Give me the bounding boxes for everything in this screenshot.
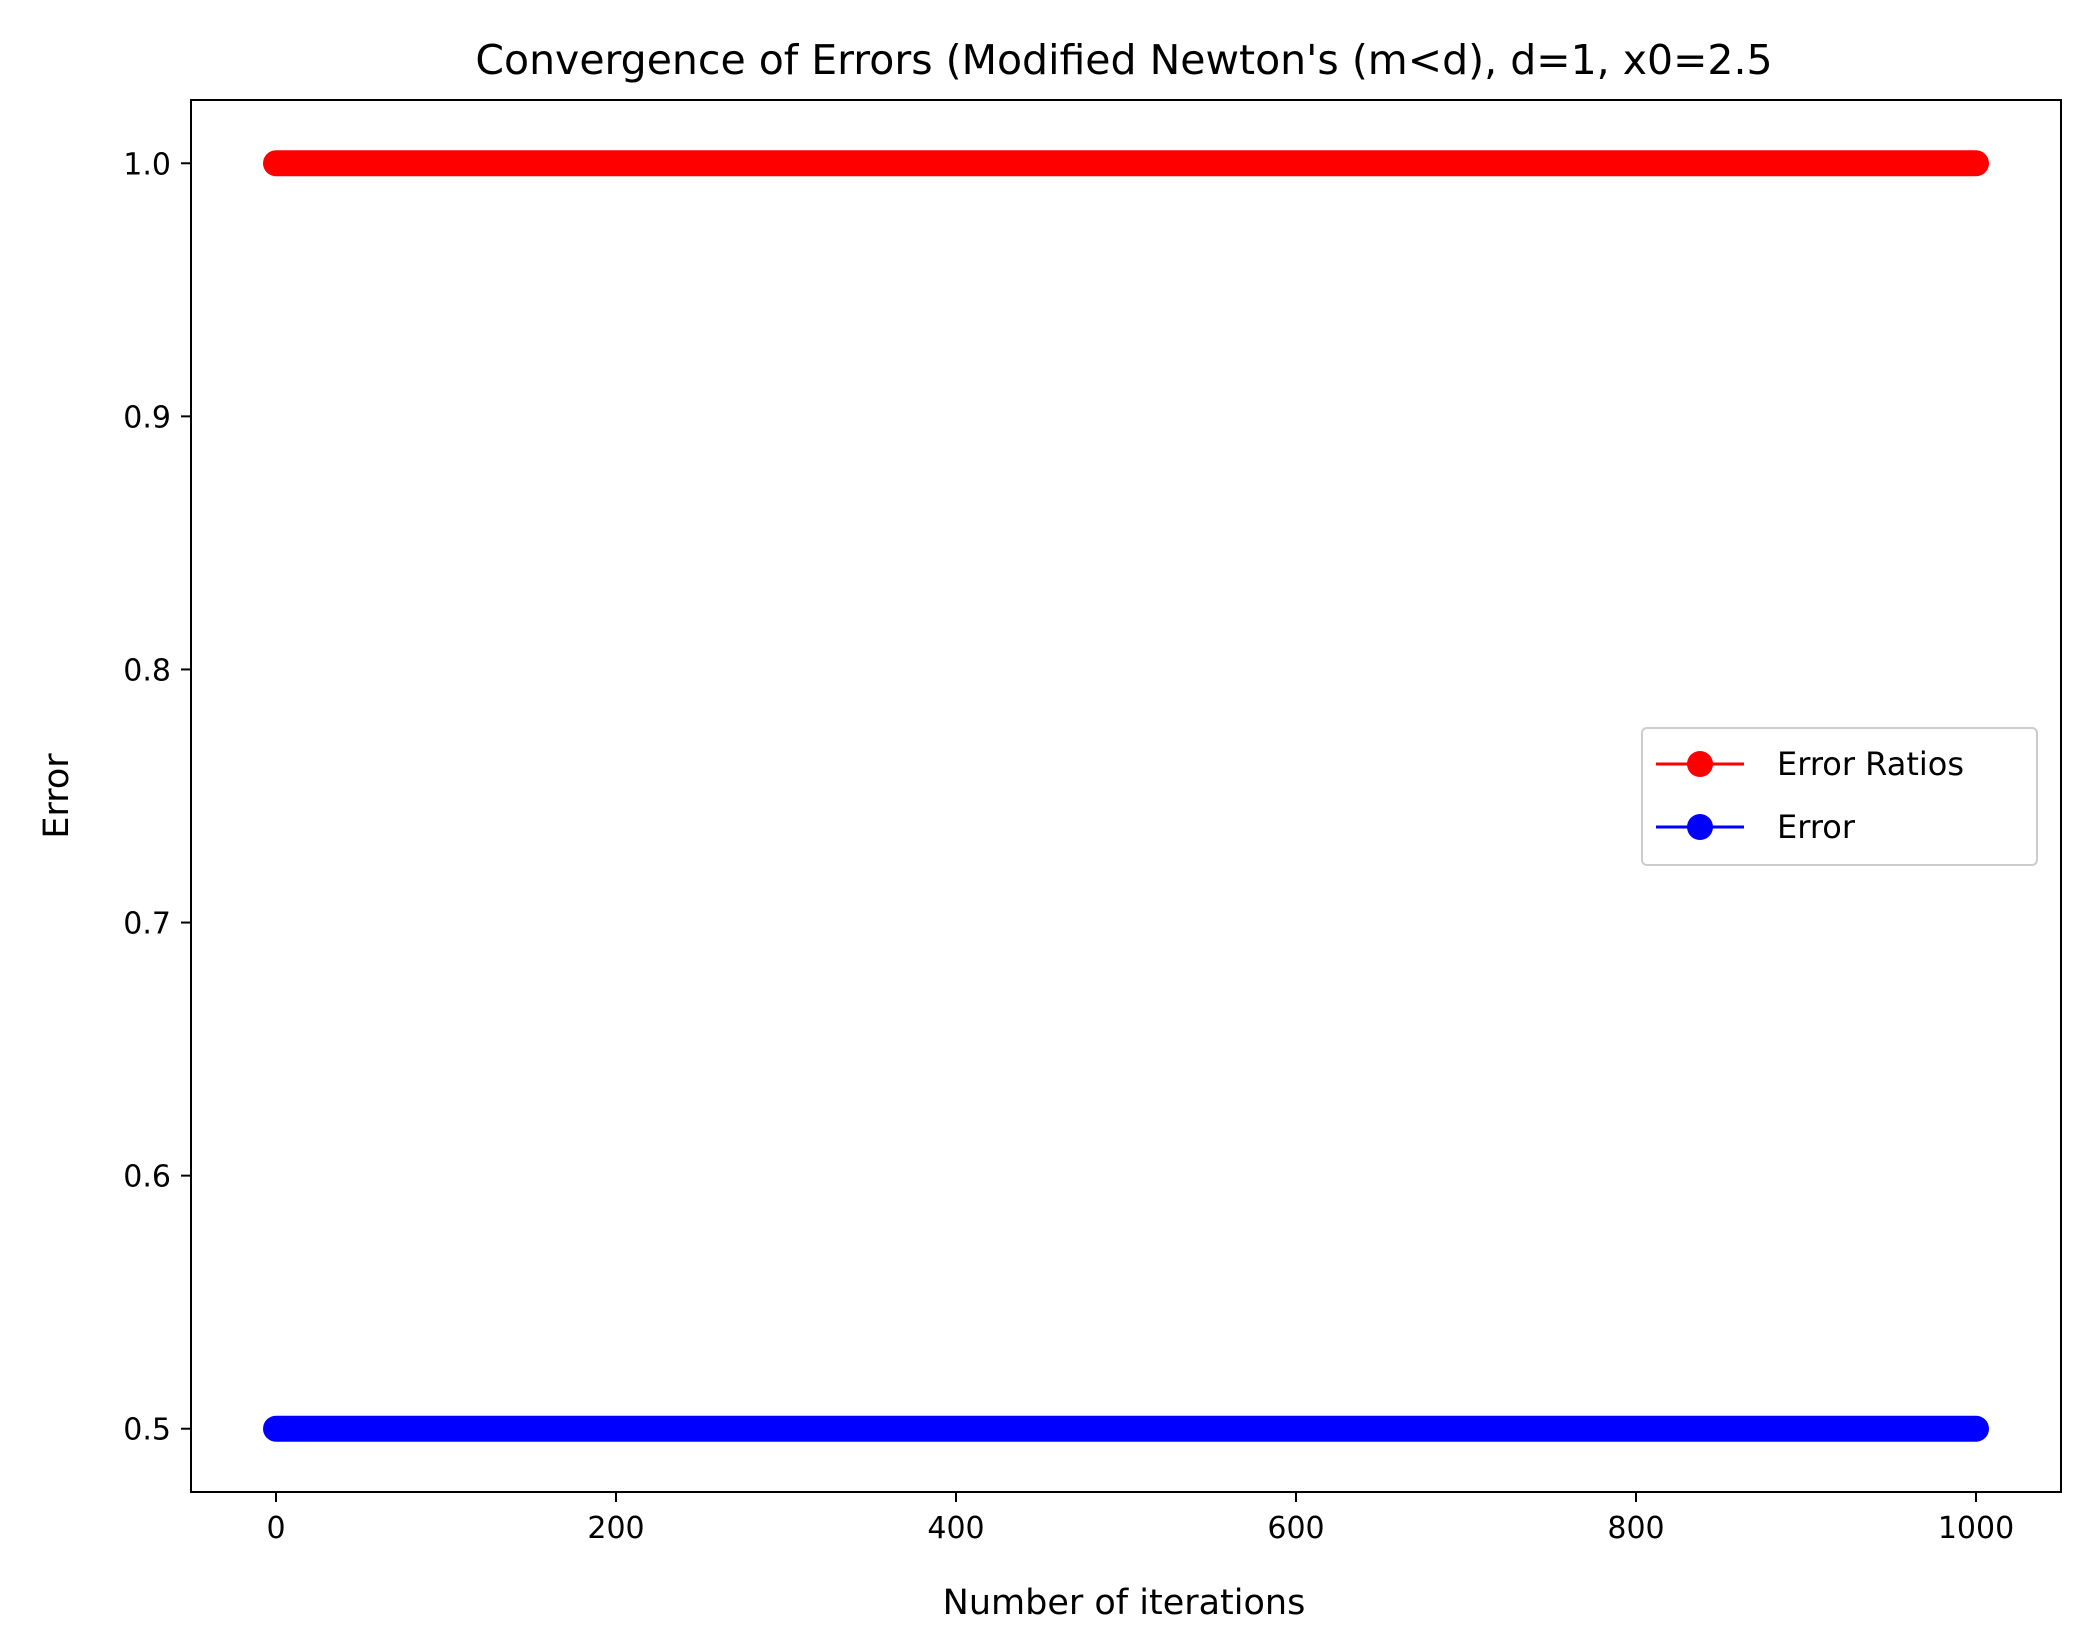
legend-marker xyxy=(1687,814,1713,840)
y-axis-ticks: 0.5 0.6 0.7 0.8 0.9 1.0 xyxy=(123,147,191,1448)
y-tick-label: 0.7 xyxy=(123,907,171,942)
y-tick-label: 0.9 xyxy=(123,400,171,435)
y-tick-label: 0.5 xyxy=(123,1413,171,1448)
y-tick-label: 0.8 xyxy=(123,653,171,688)
x-tick-label: 600 xyxy=(1267,1511,1324,1546)
x-tick-label: 0 xyxy=(266,1511,285,1546)
y-tick-label: 1.0 xyxy=(123,147,171,182)
legend-marker xyxy=(1687,751,1713,777)
y-axis-label: Error xyxy=(37,753,77,839)
chart-title: Convergence of Errors (Modified Newton's… xyxy=(475,36,1772,84)
series-layer xyxy=(263,150,1989,1442)
legend: Error Ratios Error xyxy=(1641,727,2038,866)
legend-label: Error xyxy=(1777,808,1856,846)
x-axis-ticks: 0 200 400 600 800 1000 xyxy=(266,1492,2014,1546)
x-tick-label: 200 xyxy=(587,1511,644,1546)
x-tick-label: 400 xyxy=(927,1511,984,1546)
legend-entry: Error xyxy=(1656,808,1856,846)
legend-entry: Error Ratios xyxy=(1656,745,1964,783)
legend-box xyxy=(1641,727,2038,866)
x-tick-label: 800 xyxy=(1607,1511,1664,1546)
x-axis-label: Number of iterations xyxy=(943,1583,1306,1623)
legend-label: Error Ratios xyxy=(1777,745,1964,783)
y-tick-label: 0.6 xyxy=(123,1160,171,1195)
x-tick-label: 1000 xyxy=(1938,1511,2014,1546)
